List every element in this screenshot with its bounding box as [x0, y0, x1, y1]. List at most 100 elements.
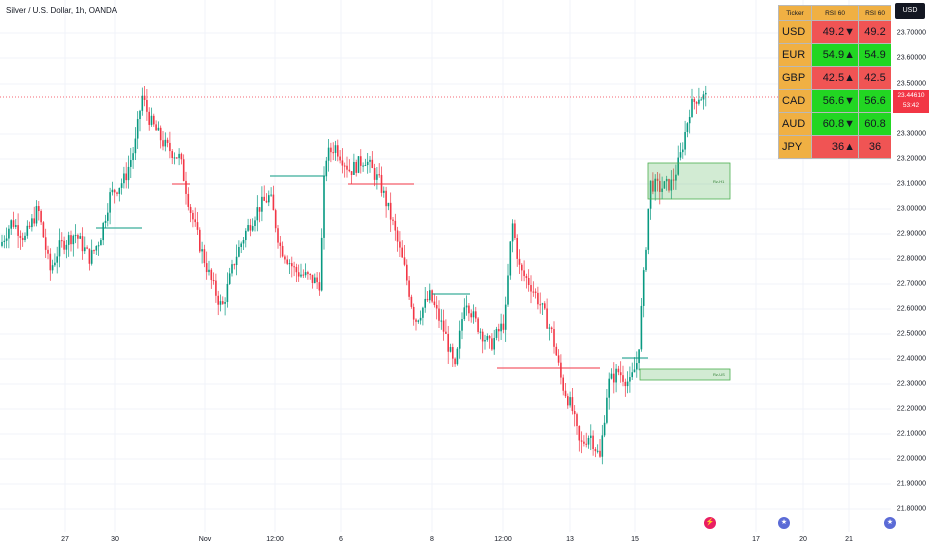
candle-body	[111, 189, 114, 193]
candle-body	[364, 165, 367, 167]
time-axis[interactable]: 27 30 Nov 12:00 6 8 12:00 13 15 17 20 21	[0, 532, 891, 550]
candle-body	[468, 305, 470, 314]
candle-body	[182, 159, 185, 181]
rsi-value: 54.9▲	[811, 43, 859, 67]
candle-body	[88, 248, 91, 264]
candle-body	[109, 192, 111, 213]
bar-countdown: 53:42	[902, 102, 920, 109]
candle-body	[235, 256, 238, 266]
candle-body	[659, 180, 661, 192]
candle-body	[51, 265, 54, 271]
us-flag-icon[interactable]: ★	[778, 517, 790, 529]
flash-icon[interactable]: ⚡	[704, 517, 716, 529]
candle-body	[555, 346, 558, 356]
candle-body	[688, 117, 691, 124]
candle-body	[279, 242, 282, 246]
rsi-value-2: 42.5	[858, 66, 892, 90]
candle-body	[553, 329, 555, 347]
candle-body	[291, 263, 293, 267]
us-flag-icon-2[interactable]: ★	[884, 517, 896, 529]
rsi-value-2: 56.6	[858, 89, 892, 113]
candle-body	[187, 193, 190, 207]
header-rsi: RSI 60	[811, 5, 859, 21]
candle-body	[592, 435, 594, 450]
candle-body	[171, 151, 173, 158]
candle-body	[429, 290, 431, 301]
price-chart[interactable]: Rz-H1 Rz-US	[0, 0, 891, 532]
candle-body	[550, 327, 553, 330]
candle-body	[479, 331, 482, 333]
candle-body	[42, 222, 45, 238]
candle-body	[180, 153, 183, 160]
rsi-value: 42.5▲	[811, 66, 859, 90]
candle-body	[24, 235, 26, 241]
candle-body	[311, 274, 314, 284]
candle-body	[435, 305, 438, 309]
zone-label: Rz-US	[713, 372, 725, 377]
candle-body	[153, 115, 155, 125]
candle-body	[254, 220, 256, 227]
time-tick: 27	[61, 536, 69, 543]
candle-body	[166, 139, 169, 143]
rsi-number: 49.2	[822, 26, 845, 38]
candle-body	[541, 303, 544, 305]
candle-body	[373, 167, 376, 180]
rsi-value-2: 60.8	[858, 112, 892, 136]
candle-body	[663, 181, 666, 189]
candle-body	[608, 378, 610, 398]
candle-body	[521, 264, 523, 271]
candle-body	[484, 339, 486, 342]
rsi-value-2: 49.2	[858, 20, 892, 44]
candle-body	[210, 269, 213, 281]
candle-body	[691, 98, 693, 118]
candle-body	[686, 123, 689, 132]
rsi-value: 60.8▼	[811, 112, 859, 136]
candle-body	[300, 274, 302, 277]
candle-body	[21, 237, 24, 241]
candle-body	[410, 296, 413, 307]
candle-body	[514, 223, 516, 239]
candle-body	[633, 369, 636, 373]
candle-body	[127, 166, 130, 181]
candle-body	[693, 98, 696, 102]
candle-body	[63, 240, 65, 250]
rsi-table: Ticker RSI 60 RSI 60 USD 49.2▼ 49.2 EUR 54.9…	[778, 5, 892, 159]
chart-area[interactable]: Rz-H1 Rz-US	[0, 0, 891, 532]
candle-body	[348, 169, 351, 172]
time-tick: 30	[111, 536, 119, 543]
candle-body	[396, 230, 399, 242]
candle-body	[288, 263, 291, 265]
candle-body	[323, 176, 325, 238]
candle-body	[406, 264, 408, 281]
candle-body	[93, 250, 95, 252]
candle-body	[189, 206, 192, 213]
rsi-row: JPY 36▲ 36	[778, 135, 892, 159]
rsi-value: 56.6▼	[811, 89, 859, 113]
candle-body	[527, 278, 530, 286]
candle-body	[295, 266, 298, 273]
candle-body	[654, 178, 656, 192]
candle-body	[28, 225, 31, 228]
candle-body	[219, 301, 222, 305]
candle-body	[585, 443, 587, 445]
price-tick: 21.80000	[896, 505, 926, 513]
candle-body	[123, 173, 125, 184]
currency-badge[interactable]: USD	[895, 3, 925, 19]
candle-body	[113, 189, 116, 193]
candle-body	[401, 247, 403, 258]
candle-body	[647, 208, 650, 250]
candle-body	[475, 311, 477, 319]
last-price: 23.44610	[897, 92, 925, 99]
candle-body	[532, 291, 535, 293]
candle-body	[456, 348, 459, 365]
rsi-ticker: AUD	[778, 112, 812, 136]
candle-body	[495, 328, 498, 338]
candle-body	[274, 210, 277, 229]
candle-body	[320, 237, 323, 291]
candle-body	[31, 218, 33, 228]
rsi-number: 54.9	[822, 49, 845, 61]
header-ticker: Ticker	[778, 5, 812, 21]
price-axis[interactable]: 23.70000 23.60000 23.50000 23.30000 23.20000…	[891, 0, 932, 550]
candle-body	[100, 240, 102, 246]
candle-body	[86, 247, 88, 249]
